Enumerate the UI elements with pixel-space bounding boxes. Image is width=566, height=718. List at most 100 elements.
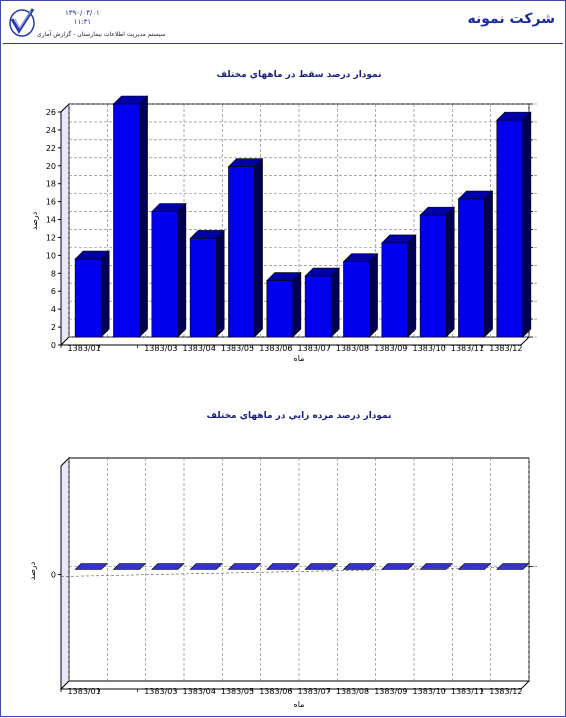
bar-side	[369, 252, 378, 338]
bar-front	[419, 214, 447, 338]
chart-2: نمودار درصد مرده زايي در ماههاي مختلف 0 13…	[28, 411, 538, 709]
bar-side	[100, 250, 110, 338]
bar-1383/08	[342, 252, 379, 338]
bar-1383/06	[266, 271, 302, 338]
x-tick-label: 1383/10	[413, 344, 446, 353]
chart-title: نمودار درصد سقط در ماههاي مختلف	[217, 70, 382, 80]
report-header: ۱۳۹۰/۰۳/۰۱ ۱۱:۳۱ سیستم مدیریت اطلاعات بی…	[3, 3, 563, 44]
bar-side	[445, 206, 455, 338]
chart-side-wall	[60, 456, 70, 691]
y-tick-label: 14	[46, 216, 56, 225]
y-tick-label: 10	[46, 251, 56, 260]
y-tick-label: 16	[46, 198, 56, 207]
bar-side	[407, 234, 417, 338]
bar-1383/01	[74, 563, 108, 570]
x-tick-label: 1383/01	[68, 344, 101, 353]
bar-front	[74, 258, 102, 338]
x-tick-label: 1383/04	[183, 344, 216, 353]
bar-1383/10	[419, 206, 455, 338]
bar-1383/12	[496, 563, 530, 570]
x-axis-label: ماه	[294, 700, 305, 709]
bar-front	[189, 238, 217, 338]
bar-1383/02	[112, 563, 147, 570]
y-axis-label: درصد	[28, 561, 37, 580]
bar-1383/12	[496, 111, 532, 338]
bar-side	[254, 158, 263, 338]
company-logo	[9, 8, 35, 37]
x-tick-label: 1383/03	[144, 687, 177, 696]
x-tick-label: 1383/07	[298, 344, 331, 353]
bar-slab	[419, 563, 453, 570]
bar-slab	[381, 563, 415, 570]
bar-1383/07	[304, 563, 338, 570]
x-tick-label: 1383/12	[489, 344, 522, 353]
bar-side	[139, 95, 148, 338]
report-date: ۱۳۹۰/۰۳/۰۱ ۱۱:۳۱	[65, 9, 100, 27]
bar-front	[304, 275, 332, 338]
y-axis-label: درصد	[30, 211, 39, 230]
x-tick-label: 1383/09	[374, 687, 407, 696]
y-tick-label: 2	[51, 323, 56, 332]
bar-slab	[112, 563, 147, 570]
bar-1383/09	[381, 234, 417, 338]
bar-1383/04	[189, 563, 223, 570]
x-tick-label: 1383/07	[298, 687, 331, 696]
bar-1383/06	[266, 563, 300, 570]
bar-1383/05	[227, 158, 264, 338]
y-tick-label: 26	[46, 108, 56, 117]
x-tick-label: 1383/05	[221, 344, 254, 353]
bar-1383/11	[457, 563, 492, 570]
bar-1383/03	[151, 202, 187, 338]
x-tick-label: 1383/06	[259, 687, 292, 696]
bar-slab	[342, 563, 377, 570]
x-tick-label: 1383/04	[183, 687, 216, 696]
bar-front	[151, 211, 179, 338]
y-tick-label: 12	[46, 233, 56, 242]
x-tick-label: 1383/11	[451, 344, 484, 353]
bar-side	[292, 271, 302, 338]
x-tick-label: 1383/08	[336, 344, 369, 353]
x-tick-label: 1383/08	[336, 687, 369, 696]
bar-front	[113, 103, 140, 338]
x-tick-label: 1383/05	[221, 687, 254, 696]
bar-front	[458, 198, 485, 338]
bar-1383/04	[189, 229, 225, 338]
bar-side	[484, 190, 493, 338]
bar-slab	[189, 563, 223, 570]
bar-side	[522, 111, 532, 338]
y-tick-label: 8	[51, 269, 56, 278]
bar-slab	[151, 563, 185, 570]
bar-slab	[227, 563, 262, 570]
bar-side	[215, 229, 225, 338]
company-name: شرکت نمونه	[467, 11, 555, 27]
bar-1383/05	[227, 563, 262, 570]
bar-1383/11	[457, 190, 494, 338]
report-time-line: ۱۱:۳۱	[73, 18, 92, 26]
bar-1383/08	[342, 563, 377, 570]
x-tick-label: 1383/09	[374, 344, 407, 353]
bar-1383/10	[419, 563, 453, 570]
chart-side-wall	[60, 102, 70, 347]
y-tick-label: 22	[46, 144, 56, 153]
x-tick-label: 1383/11	[451, 687, 484, 696]
bar-front	[228, 166, 255, 338]
bar-slab	[266, 563, 300, 570]
y-tick-label: 20	[46, 162, 56, 171]
bar-slab	[457, 563, 492, 570]
y-tick-label: 0	[51, 341, 56, 350]
zero-line	[60, 566, 538, 577]
x-tick-label: 1383/10	[413, 687, 446, 696]
bar-1383/03	[151, 563, 185, 570]
y-tick-label: 18	[46, 180, 56, 189]
y-tick-label: 24	[46, 126, 56, 135]
y-tick-label: 4	[51, 305, 56, 314]
bar-slab	[74, 563, 108, 570]
bar-front	[381, 242, 409, 338]
y-tick-label: 0	[51, 571, 56, 580]
bar-front	[266, 280, 294, 338]
bar-1383/02	[112, 95, 149, 338]
bar-1383/07	[304, 267, 340, 338]
chart-1: نمودار درصد سقط در ماههاي مختلف024681012…	[30, 70, 537, 363]
